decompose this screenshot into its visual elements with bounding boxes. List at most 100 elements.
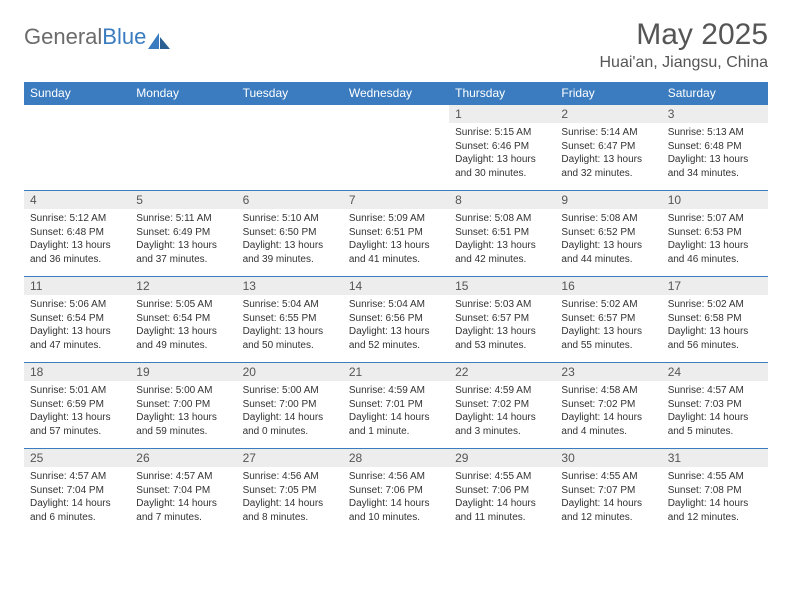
day-number: 3: [662, 105, 768, 123]
calendar-day-cell: 19Sunrise: 5:00 AMSunset: 7:00 PMDayligh…: [130, 363, 236, 449]
day-number: 23: [555, 363, 661, 381]
day-details: Sunrise: 4:59 AMSunset: 7:02 PMDaylight:…: [449, 381, 555, 441]
calendar-day-cell: 26Sunrise: 4:57 AMSunset: 7:04 PMDayligh…: [130, 449, 236, 535]
weekday-header: Saturday: [662, 82, 768, 105]
calendar-day-cell: 16Sunrise: 5:02 AMSunset: 6:57 PMDayligh…: [555, 277, 661, 363]
calendar-day-cell: 25Sunrise: 4:57 AMSunset: 7:04 PMDayligh…: [24, 449, 130, 535]
location: Huai'an, Jiangsu, China: [600, 54, 769, 72]
day-details: Sunrise: 5:04 AMSunset: 6:55 PMDaylight:…: [237, 295, 343, 355]
calendar-day-cell: [343, 105, 449, 191]
day-number: 30: [555, 449, 661, 467]
calendar-day-cell: 12Sunrise: 5:05 AMSunset: 6:54 PMDayligh…: [130, 277, 236, 363]
calendar-day-cell: 3Sunrise: 5:13 AMSunset: 6:48 PMDaylight…: [662, 105, 768, 191]
day-number: 12: [130, 277, 236, 295]
day-details: Sunrise: 5:07 AMSunset: 6:53 PMDaylight:…: [662, 209, 768, 269]
day-details: Sunrise: 5:06 AMSunset: 6:54 PMDaylight:…: [24, 295, 130, 355]
logo: GeneralBlue: [24, 18, 170, 50]
calendar-week-row: 11Sunrise: 5:06 AMSunset: 6:54 PMDayligh…: [24, 277, 768, 363]
calendar-day-cell: 29Sunrise: 4:55 AMSunset: 7:06 PMDayligh…: [449, 449, 555, 535]
calendar-table: Sunday Monday Tuesday Wednesday Thursday…: [24, 82, 768, 535]
weekday-header: Friday: [555, 82, 661, 105]
calendar-day-cell: 8Sunrise: 5:08 AMSunset: 6:51 PMDaylight…: [449, 191, 555, 277]
day-details: Sunrise: 5:04 AMSunset: 6:56 PMDaylight:…: [343, 295, 449, 355]
day-details: Sunrise: 4:56 AMSunset: 7:05 PMDaylight:…: [237, 467, 343, 527]
day-number: 24: [662, 363, 768, 381]
calendar-day-cell: 6Sunrise: 5:10 AMSunset: 6:50 PMDaylight…: [237, 191, 343, 277]
calendar-day-cell: 1Sunrise: 5:15 AMSunset: 6:46 PMDaylight…: [449, 105, 555, 191]
title-block: May 2025 Huai'an, Jiangsu, China: [600, 18, 769, 72]
day-number: 27: [237, 449, 343, 467]
calendar-day-cell: 24Sunrise: 4:57 AMSunset: 7:03 PMDayligh…: [662, 363, 768, 449]
calendar-day-cell: 11Sunrise: 5:06 AMSunset: 6:54 PMDayligh…: [24, 277, 130, 363]
logo-text-blue: Blue: [102, 24, 146, 50]
calendar-day-cell: 5Sunrise: 5:11 AMSunset: 6:49 PMDaylight…: [130, 191, 236, 277]
sail-icon: [148, 29, 170, 45]
day-details: Sunrise: 4:55 AMSunset: 7:07 PMDaylight:…: [555, 467, 661, 527]
day-details: Sunrise: 5:08 AMSunset: 6:52 PMDaylight:…: [555, 209, 661, 269]
calendar-day-cell: 28Sunrise: 4:56 AMSunset: 7:06 PMDayligh…: [343, 449, 449, 535]
day-details: Sunrise: 5:01 AMSunset: 6:59 PMDaylight:…: [24, 381, 130, 441]
calendar-day-cell: [24, 105, 130, 191]
day-number: 16: [555, 277, 661, 295]
calendar-week-row: 4Sunrise: 5:12 AMSunset: 6:48 PMDaylight…: [24, 191, 768, 277]
day-number: 4: [24, 191, 130, 209]
day-details: Sunrise: 4:57 AMSunset: 7:04 PMDaylight:…: [130, 467, 236, 527]
day-details: Sunrise: 5:11 AMSunset: 6:49 PMDaylight:…: [130, 209, 236, 269]
logo-text-gray: General: [24, 24, 102, 50]
day-number: 15: [449, 277, 555, 295]
calendar-day-cell: 7Sunrise: 5:09 AMSunset: 6:51 PMDaylight…: [343, 191, 449, 277]
calendar-week-row: 18Sunrise: 5:01 AMSunset: 6:59 PMDayligh…: [24, 363, 768, 449]
day-details: Sunrise: 5:13 AMSunset: 6:48 PMDaylight:…: [662, 123, 768, 183]
day-details: Sunrise: 5:00 AMSunset: 7:00 PMDaylight:…: [237, 381, 343, 441]
day-details: Sunrise: 5:12 AMSunset: 6:48 PMDaylight:…: [24, 209, 130, 269]
calendar-day-cell: 2Sunrise: 5:14 AMSunset: 6:47 PMDaylight…: [555, 105, 661, 191]
day-number: 20: [237, 363, 343, 381]
day-number: 10: [662, 191, 768, 209]
calendar-day-cell: [130, 105, 236, 191]
calendar-day-cell: 18Sunrise: 5:01 AMSunset: 6:59 PMDayligh…: [24, 363, 130, 449]
calendar-day-cell: 4Sunrise: 5:12 AMSunset: 6:48 PMDaylight…: [24, 191, 130, 277]
day-number: 6: [237, 191, 343, 209]
calendar-day-cell: 13Sunrise: 5:04 AMSunset: 6:55 PMDayligh…: [237, 277, 343, 363]
header: GeneralBlue May 2025 Huai'an, Jiangsu, C…: [24, 18, 768, 72]
day-details: Sunrise: 5:05 AMSunset: 6:54 PMDaylight:…: [130, 295, 236, 355]
calendar-day-cell: 15Sunrise: 5:03 AMSunset: 6:57 PMDayligh…: [449, 277, 555, 363]
day-number: 22: [449, 363, 555, 381]
day-details: Sunrise: 5:10 AMSunset: 6:50 PMDaylight:…: [237, 209, 343, 269]
weekday-header: Thursday: [449, 82, 555, 105]
calendar-day-cell: 20Sunrise: 5:00 AMSunset: 7:00 PMDayligh…: [237, 363, 343, 449]
day-number: 18: [24, 363, 130, 381]
weekday-header: Monday: [130, 82, 236, 105]
weekday-header: Sunday: [24, 82, 130, 105]
day-number: 1: [449, 105, 555, 123]
day-details: Sunrise: 5:02 AMSunset: 6:58 PMDaylight:…: [662, 295, 768, 355]
calendar-day-cell: 31Sunrise: 4:55 AMSunset: 7:08 PMDayligh…: [662, 449, 768, 535]
day-number: 19: [130, 363, 236, 381]
day-details: Sunrise: 4:57 AMSunset: 7:03 PMDaylight:…: [662, 381, 768, 441]
day-details: Sunrise: 5:08 AMSunset: 6:51 PMDaylight:…: [449, 209, 555, 269]
calendar-page: GeneralBlue May 2025 Huai'an, Jiangsu, C…: [0, 0, 792, 545]
day-details: Sunrise: 5:02 AMSunset: 6:57 PMDaylight:…: [555, 295, 661, 355]
calendar-day-cell: [237, 105, 343, 191]
day-number: 21: [343, 363, 449, 381]
calendar-day-cell: 27Sunrise: 4:56 AMSunset: 7:05 PMDayligh…: [237, 449, 343, 535]
day-details: Sunrise: 4:55 AMSunset: 7:08 PMDaylight:…: [662, 467, 768, 527]
calendar-day-cell: 9Sunrise: 5:08 AMSunset: 6:52 PMDaylight…: [555, 191, 661, 277]
calendar-day-cell: 14Sunrise: 5:04 AMSunset: 6:56 PMDayligh…: [343, 277, 449, 363]
day-number: 28: [343, 449, 449, 467]
calendar-day-cell: 10Sunrise: 5:07 AMSunset: 6:53 PMDayligh…: [662, 191, 768, 277]
day-number: 14: [343, 277, 449, 295]
day-number: 17: [662, 277, 768, 295]
day-number: 2: [555, 105, 661, 123]
day-details: Sunrise: 4:55 AMSunset: 7:06 PMDaylight:…: [449, 467, 555, 527]
day-number: 9: [555, 191, 661, 209]
calendar-day-cell: 23Sunrise: 4:58 AMSunset: 7:02 PMDayligh…: [555, 363, 661, 449]
month-title: May 2025: [600, 18, 769, 52]
calendar-day-cell: 22Sunrise: 4:59 AMSunset: 7:02 PMDayligh…: [449, 363, 555, 449]
day-number: 5: [130, 191, 236, 209]
day-number: 8: [449, 191, 555, 209]
day-number: 11: [24, 277, 130, 295]
day-number: 25: [24, 449, 130, 467]
day-details: Sunrise: 4:57 AMSunset: 7:04 PMDaylight:…: [24, 467, 130, 527]
calendar-week-row: 25Sunrise: 4:57 AMSunset: 7:04 PMDayligh…: [24, 449, 768, 535]
